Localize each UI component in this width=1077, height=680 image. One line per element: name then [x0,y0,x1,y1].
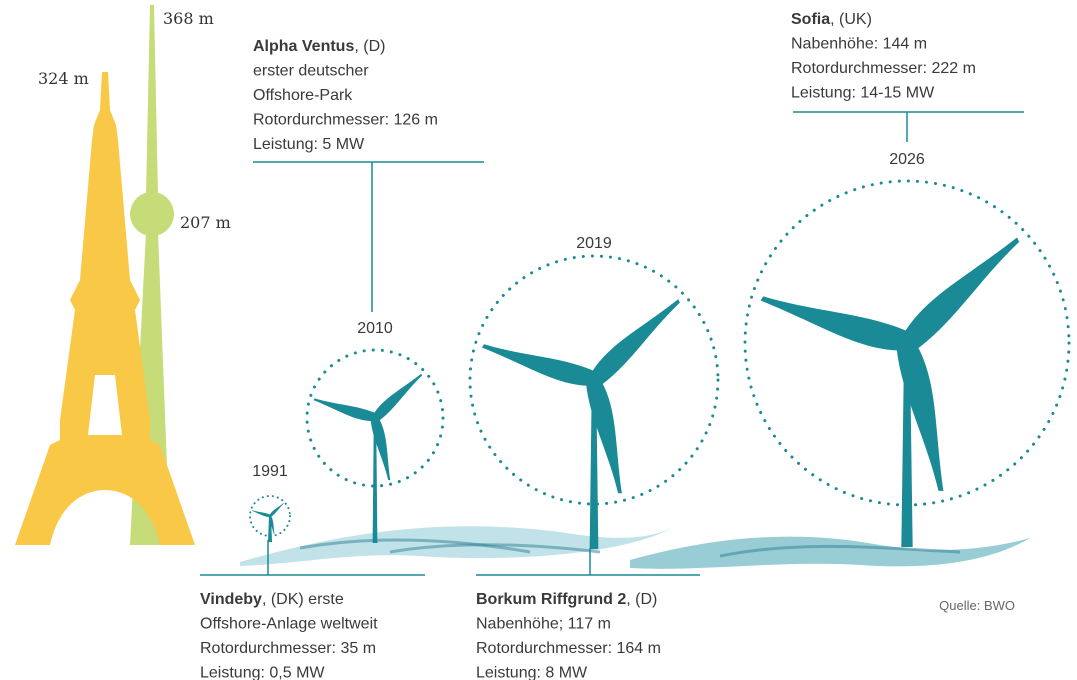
blade [371,369,424,422]
turbine-detail: Leistung: 5 MW [253,136,365,153]
turbine-detail: Leistung: 0,5 MW [200,665,325,680]
hub [901,337,914,350]
hub [589,375,599,385]
turbine-detail: Rotordurchmesser: 222 m [791,60,976,77]
turbine-detail: Rotordurchmesser: 126 m [253,112,438,129]
year-label: 1991 [252,463,288,480]
hub [269,515,272,518]
infographic: 324 m 368 m 207 m Quelle: BWO 1991 Vindeb… [0,0,1077,680]
turbine-country: , (DK) erste [262,591,344,608]
blade [251,510,270,518]
eiffel-tower [15,72,195,545]
height-label: 324 m [38,69,89,88]
hub [372,415,377,420]
rotor [251,502,284,535]
turbine-title: Borkum Riffgrund 2, (D) [476,591,657,608]
height-label: 207 m [180,213,231,232]
turbine-detail: erster deutscher [253,63,369,80]
turbine-detail: Rotordurchmesser: 164 m [476,640,661,657]
blade [587,291,684,388]
turbine-detail: Nabenhöhe; 117 m [476,616,611,633]
source: Quelle: BWO [939,598,1015,613]
height-label: 368 m [163,9,214,28]
year-label: 2019 [576,235,612,252]
blade [757,290,911,355]
blade [312,396,377,423]
year-label: 2010 [357,320,393,337]
blade [479,340,597,390]
turbine-detail: Leistung: 8 MW [476,665,588,680]
blade [898,226,1024,352]
turbine-title: Sofia, (UK) [791,11,872,28]
turbine-name: Borkum Riffgrund 2 [476,591,626,608]
turbine-country: , (UK) [830,11,872,28]
rotor [479,291,684,496]
turbine-detail: Nabenhöhe: 144 m [791,36,927,53]
turbine-title: Vindeby, (DK) erste [200,591,344,608]
turbine-name: Sofia [791,11,830,28]
year-label: 2026 [889,151,925,168]
rotor [757,226,1025,493]
turbine-title: Alpha Ventus, (D) [253,38,385,55]
turbine-detail: Leistung: 14-15 MW [791,85,935,102]
turbine-name: Alpha Ventus [253,38,354,55]
turbine-detail: Offshore-Anlage weltweit [200,616,378,633]
turbine-name: Vindeby [200,591,262,608]
blade [269,502,285,518]
turbine-country: , (D) [354,38,385,55]
turbine-detail: Offshore-Park [253,87,353,104]
turbine-country: , (D) [626,591,657,608]
rotor [312,369,424,481]
turbine-detail: Rotordurchmesser: 35 m [200,640,376,657]
